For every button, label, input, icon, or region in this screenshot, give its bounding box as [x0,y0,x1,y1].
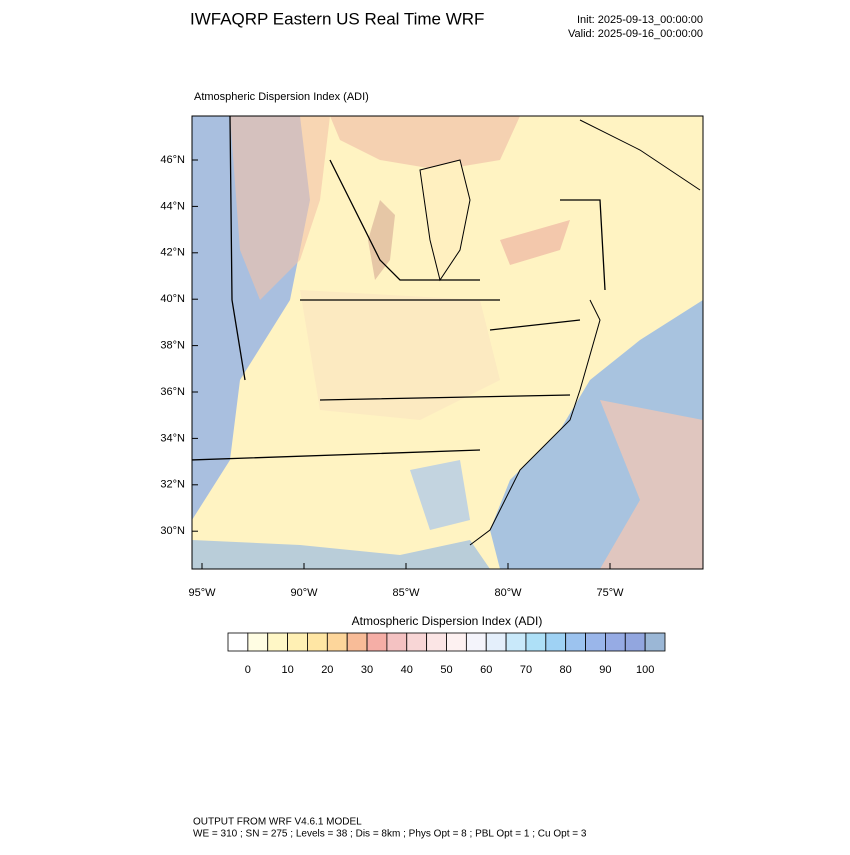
lon-label: 90°W [290,587,318,599]
footer-line: WE = 310 ; SN = 275 ; Levels = 38 ; Dis … [193,829,587,840]
colorbar-label: 70 [520,664,532,676]
lat-label: 36°N [160,386,185,398]
colorbar-box [644,632,666,652]
lat-label: 32°N [160,479,185,491]
map-frame [191,115,704,570]
colorbar-box [386,632,408,652]
colorbar-box [267,632,288,652]
colorbar: 0 10 20 30 40 50 60 70 80 90 100 [227,632,666,676]
lat-label: 46°N [160,154,185,166]
lat-label: 40°N [160,293,185,305]
colorbar-label: 40 [401,664,413,676]
colorbar-box [307,632,328,652]
lon-label: 95°W [188,587,216,599]
colorbar-box [585,632,606,652]
lat-label: 44°N [160,200,185,212]
colorbar-box [227,632,249,652]
colorbar-box [366,632,388,652]
colorbar-box [605,632,626,652]
lat-label: 30°N [160,525,185,537]
colorbar-box [505,632,527,652]
colorbar-box [346,632,368,652]
colorbar-box [287,632,308,652]
lat-label: 34°N [160,432,185,444]
colorbar-label: 50 [440,664,452,676]
colorbar-label: 20 [321,664,333,676]
lon-label: 75°W [596,587,624,599]
map-title: Atmospheric Dispersion Index (ADI) [194,91,369,103]
colorbar-box [545,632,567,652]
map [192,116,703,569]
valid-time: Valid: 2025-09-16_00:00:00 [568,28,703,40]
colorbar-box [465,632,487,652]
footer-line: OUTPUT FROM WRF V4.6.1 MODEL [193,817,362,828]
colorbar-title: Atmospheric Dispersion Index (ADI) [352,614,543,628]
colorbar-box [525,632,547,652]
colorbar-label: 60 [480,664,492,676]
colorbar-box [326,632,348,652]
colorbar-box [446,632,467,652]
init-time: Init: 2025-09-13_00:00:00 [577,14,703,26]
colorbar-box [247,632,269,652]
lon-label: 80°W [494,587,522,599]
lat-labels: 46°N 44°N 42°N 40°N 38°N 36°N 34°N 32°N 30°N [160,154,198,537]
colorbar-label: 0 [245,664,251,676]
colorbar-label: 100 [636,664,654,676]
colorbar-label: 90 [599,664,611,676]
title: IWFAQRP Eastern US Real Time WRF [190,9,484,28]
lon-label: 85°W [392,587,420,599]
lat-label: 42°N [160,247,185,259]
colorbar-label: 80 [560,664,572,676]
colorbar-box [624,632,646,652]
colorbar-box [485,632,507,652]
colorbar-box [426,632,447,652]
colorbar-label: 30 [361,664,373,676]
lat-label: 38°N [160,340,185,352]
colorbar-label: 10 [281,664,293,676]
colorbar-box [406,632,428,652]
colorbar-box [565,632,586,652]
lon-labels: 95°W 90°W 85°W 80°W 75°W [188,563,624,599]
